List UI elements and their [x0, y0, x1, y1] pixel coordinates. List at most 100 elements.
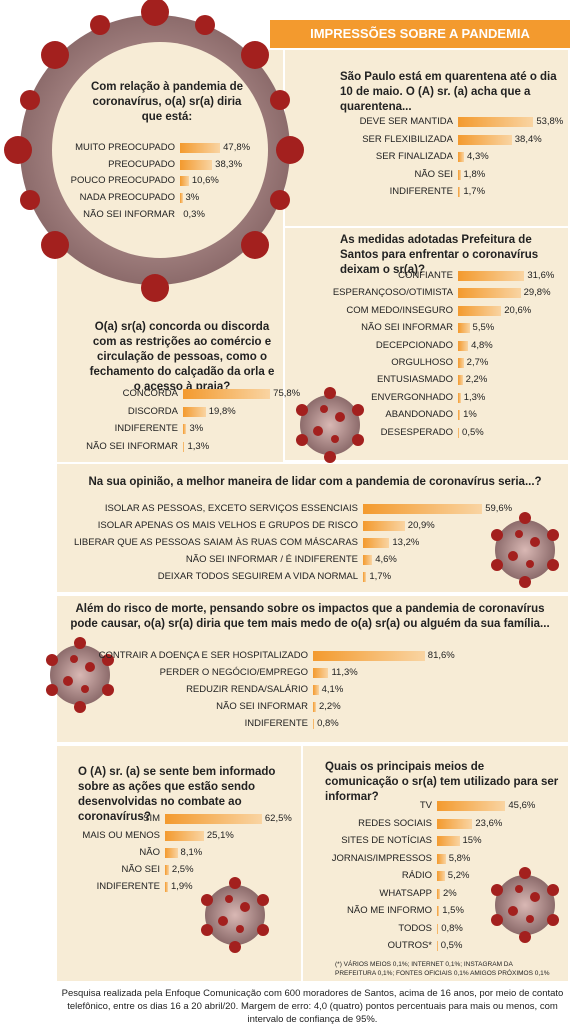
- chart-title: Quais os principais meios de comunicação…: [325, 761, 559, 803]
- category-label: PREOCUPADO: [108, 158, 175, 170]
- bar: [165, 831, 204, 841]
- bar: [313, 719, 315, 729]
- bar: [458, 427, 460, 438]
- category-label: CONTRAIR A DOENÇA E SER HOSPITALIZADO: [98, 650, 308, 661]
- value-label: 8,1%: [180, 847, 203, 858]
- value-label: 20,9%: [407, 520, 435, 531]
- value-label: 1,9%: [170, 881, 193, 892]
- category-label: NÃO SEI INFORMAR: [83, 208, 175, 220]
- category-label: INDIFERENTE: [114, 423, 178, 434]
- value-label: 25,1%: [206, 830, 234, 841]
- category-label: COM MEDO/INSEGURO: [346, 304, 453, 316]
- bar: [458, 358, 464, 368]
- value-label: 1,8%: [463, 168, 486, 180]
- bar: [437, 871, 445, 881]
- bar: [183, 406, 206, 417]
- chart-title: O(a) sr(a) concorda ou discorda com as r…: [89, 321, 275, 393]
- bar: [183, 441, 185, 452]
- category-label: NÃO SEI INFORMAR: [361, 322, 453, 334]
- category-label: JORNAIS/IMPRESSOS: [331, 852, 432, 864]
- value-label: 1%: [463, 409, 477, 421]
- chart-title: Além do risco de morte, pensando sobre o…: [70, 603, 550, 630]
- value-label: 10,6%: [191, 175, 219, 187]
- value-label: 59,6%: [485, 503, 513, 514]
- category-label: INDIFERENTE: [96, 881, 160, 892]
- category-label: NÃO: [139, 847, 160, 858]
- bar: [437, 923, 439, 934]
- value-label: 0,5%: [440, 940, 463, 951]
- value-label: 38,3%: [215, 158, 243, 170]
- bar: [313, 651, 425, 661]
- value-label: 1,3%: [463, 391, 486, 403]
- value-label: 0,8%: [317, 718, 339, 729]
- bar: [458, 375, 463, 386]
- panel: [55, 744, 303, 983]
- value-label: 19,8%: [208, 405, 236, 417]
- value-label: 5,2%: [447, 870, 470, 881]
- bar: [180, 193, 183, 204]
- category-label: OUTROS*: [387, 940, 432, 951]
- category-label: PERDER O NEGÓCIO/EMPREGO: [159, 667, 308, 678]
- category-label: NÃO SEI: [121, 864, 160, 875]
- value-label: 1,3%: [187, 440, 210, 452]
- bar: [458, 305, 502, 316]
- header-bar: [270, 20, 570, 48]
- value-label: 31,6%: [527, 270, 555, 281]
- category-label: ENVERGONHADO: [371, 391, 453, 403]
- panel: [283, 48, 570, 228]
- value-label: 53,8%: [536, 116, 564, 127]
- value-label: 3%: [189, 423, 204, 434]
- category-label: MUITO PREOCUPADO: [75, 142, 175, 153]
- chart-title: Com relação à pandemia de coronavírus, o…: [90, 81, 244, 123]
- category-label: WHATSAPP: [379, 887, 432, 899]
- category-label: INDIFERENTE: [389, 186, 453, 197]
- bar: [458, 410, 461, 421]
- category-label: ORGULHOSO: [391, 357, 453, 368]
- panel: [301, 744, 570, 983]
- value-label: 4,8%: [471, 339, 493, 351]
- value-label: 1,5%: [442, 905, 464, 916]
- value-label: 13,2%: [392, 537, 420, 548]
- bar: [313, 668, 329, 678]
- category-label: ISOLAR AS PESSOAS, EXCETO SERVIÇOS ESSEN…: [104, 503, 358, 514]
- category-label: TODOS: [398, 922, 432, 934]
- category-label: ENTUSIASMADO: [376, 374, 453, 386]
- header-title: IMPRESSÕES SOBRE A PANDEMIA: [310, 26, 530, 41]
- bar: [458, 340, 469, 351]
- bar: [165, 882, 168, 892]
- category-label: NÃO SEI: [414, 168, 453, 180]
- category-label: INDIFERENTE: [244, 718, 308, 729]
- bar: [180, 176, 189, 187]
- bar: [458, 134, 512, 145]
- bar: [363, 572, 367, 582]
- value-label: 4,6%: [375, 554, 397, 565]
- category-label: NÃO ME INFORMO: [347, 905, 432, 916]
- value-label: 2,2%: [465, 374, 488, 386]
- bar: [363, 538, 390, 548]
- value-label: 2,2%: [319, 701, 341, 712]
- value-label: 81,6%: [427, 650, 455, 661]
- category-label: ABANDONADO: [385, 409, 453, 421]
- value-label: 62,5%: [264, 813, 292, 824]
- value-label: 4,3%: [467, 151, 489, 162]
- value-label: 11,3%: [331, 667, 358, 678]
- bar: [363, 521, 405, 531]
- virus: [201, 877, 269, 953]
- bar: [458, 152, 465, 162]
- chart-title: São Paulo está em quarentena até o dia 1…: [340, 71, 557, 113]
- bar: [165, 814, 262, 824]
- bar: [458, 271, 525, 281]
- bar: [180, 159, 213, 170]
- category-label: SER FINALIZADA: [375, 151, 453, 162]
- value-label: 0,3%: [183, 208, 205, 220]
- panel: [55, 462, 570, 594]
- virus: [491, 512, 559, 588]
- value-label: 15%: [462, 835, 482, 846]
- virus: [491, 867, 559, 943]
- category-label: ISOLAR APENAS OS MAIS VELHOS E GRUPOS DE…: [97, 520, 358, 531]
- value-label: 75,8%: [273, 388, 301, 399]
- bar: [437, 888, 440, 899]
- bar: [458, 288, 521, 299]
- category-label: ESPERANÇOSO/OTIMISTA: [332, 287, 453, 299]
